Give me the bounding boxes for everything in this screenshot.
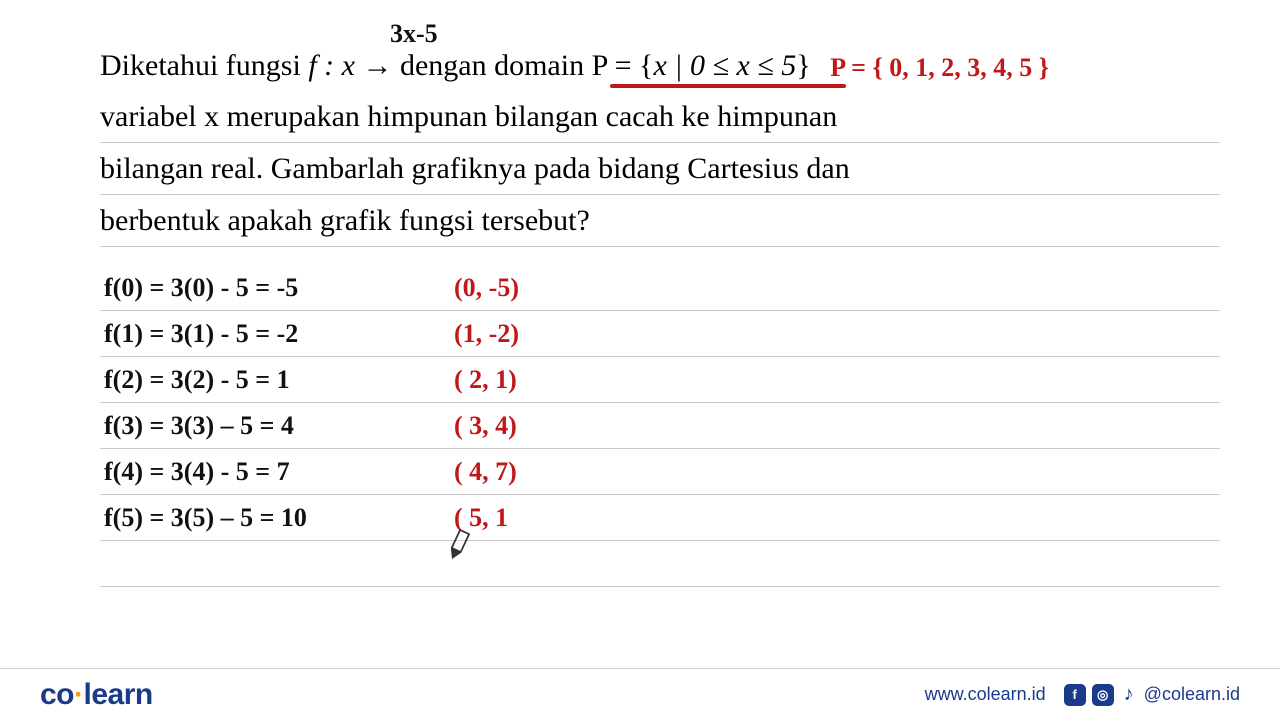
logo-learn: learn [84, 678, 153, 711]
line1-prefix: Diketahui fungsi [100, 49, 308, 82]
facebook-icon: f [1064, 684, 1086, 706]
problem-line-3: bilangan real. Gambarlah grafiknya pada … [100, 143, 1220, 195]
work-point: ( 3, 4) [454, 411, 517, 441]
work-point: (0, -5) [454, 273, 519, 303]
work-line: f(4) = 3(4) - 5 = 7 ( 4, 7) [100, 449, 1220, 495]
work-line: f(0) = 3(0) - 5 = -5 (0, -5) [100, 265, 1220, 311]
work-line: f(2) = 3(2) - 5 = 1 ( 2, 1) [100, 357, 1220, 403]
work-eq: f(5) = 3(5) – 5 = 10 [104, 503, 444, 533]
tiktok-icon: ♪ [1120, 684, 1138, 706]
annotation-3x-5: 3x-5 [390, 12, 438, 56]
problem-line-1: 3x-5 Diketahui fungsi f : x → dengan dom… [100, 40, 1220, 91]
work-eq: f(4) = 3(4) - 5 = 7 [104, 457, 444, 487]
work-point: (1, -2) [454, 319, 519, 349]
instagram-icon: ◎ [1092, 684, 1114, 706]
work-eq: f(3) = 3(3) – 5 = 4 [104, 411, 444, 441]
underline-red [610, 84, 846, 88]
work-line: f(3) = 3(3) – 5 = 4 ( 3, 4) [100, 403, 1220, 449]
line1-fx: f : x → [308, 49, 392, 82]
logo: co·learn [40, 678, 153, 712]
work-area: f(0) = 3(0) - 5 = -5 (0, -5) f(1) = 3(1)… [100, 265, 1220, 587]
footer-url: www.colearn.id [925, 684, 1046, 705]
social-icons: f ◎ ♪ @colearn.id [1064, 684, 1240, 706]
logo-dot: · [74, 678, 84, 711]
problem-content: 3x-5 Diketahui fungsi f : x → dengan dom… [0, 0, 1280, 587]
footer-right: www.colearn.id f ◎ ♪ @colearn.id [925, 684, 1240, 706]
work-eq: f(1) = 3(1) - 5 = -2 [104, 319, 444, 349]
annotation-p-set: P = { 0, 1, 2, 3, 4, 5 } [830, 46, 1049, 90]
footer-handle: @colearn.id [1144, 684, 1240, 705]
footer: co·learn www.colearn.id f ◎ ♪ @colearn.i… [0, 668, 1280, 720]
work-line: f(5) = 3(5) – 5 = 10 ( 5, 1 [100, 495, 1220, 541]
work-point: ( 2, 1) [454, 365, 517, 395]
problem-line-2: variabel x merupakan himpunan bilangan c… [100, 91, 1220, 143]
problem-line-4: berbentuk apakah grafik fungsi tersebut? [100, 195, 1220, 247]
logo-co: co [40, 678, 74, 711]
work-line: f(1) = 3(1) - 5 = -2 (1, -2) [100, 311, 1220, 357]
line1-close: } [796, 49, 810, 82]
line1-set: x | 0 ≤ x ≤ 5 [653, 49, 796, 82]
work-point: ( 4, 7) [454, 457, 517, 487]
work-eq: f(2) = 3(2) - 5 = 1 [104, 365, 444, 395]
work-line-blank [100, 541, 1220, 587]
work-eq: f(0) = 3(0) - 5 = -5 [104, 273, 444, 303]
